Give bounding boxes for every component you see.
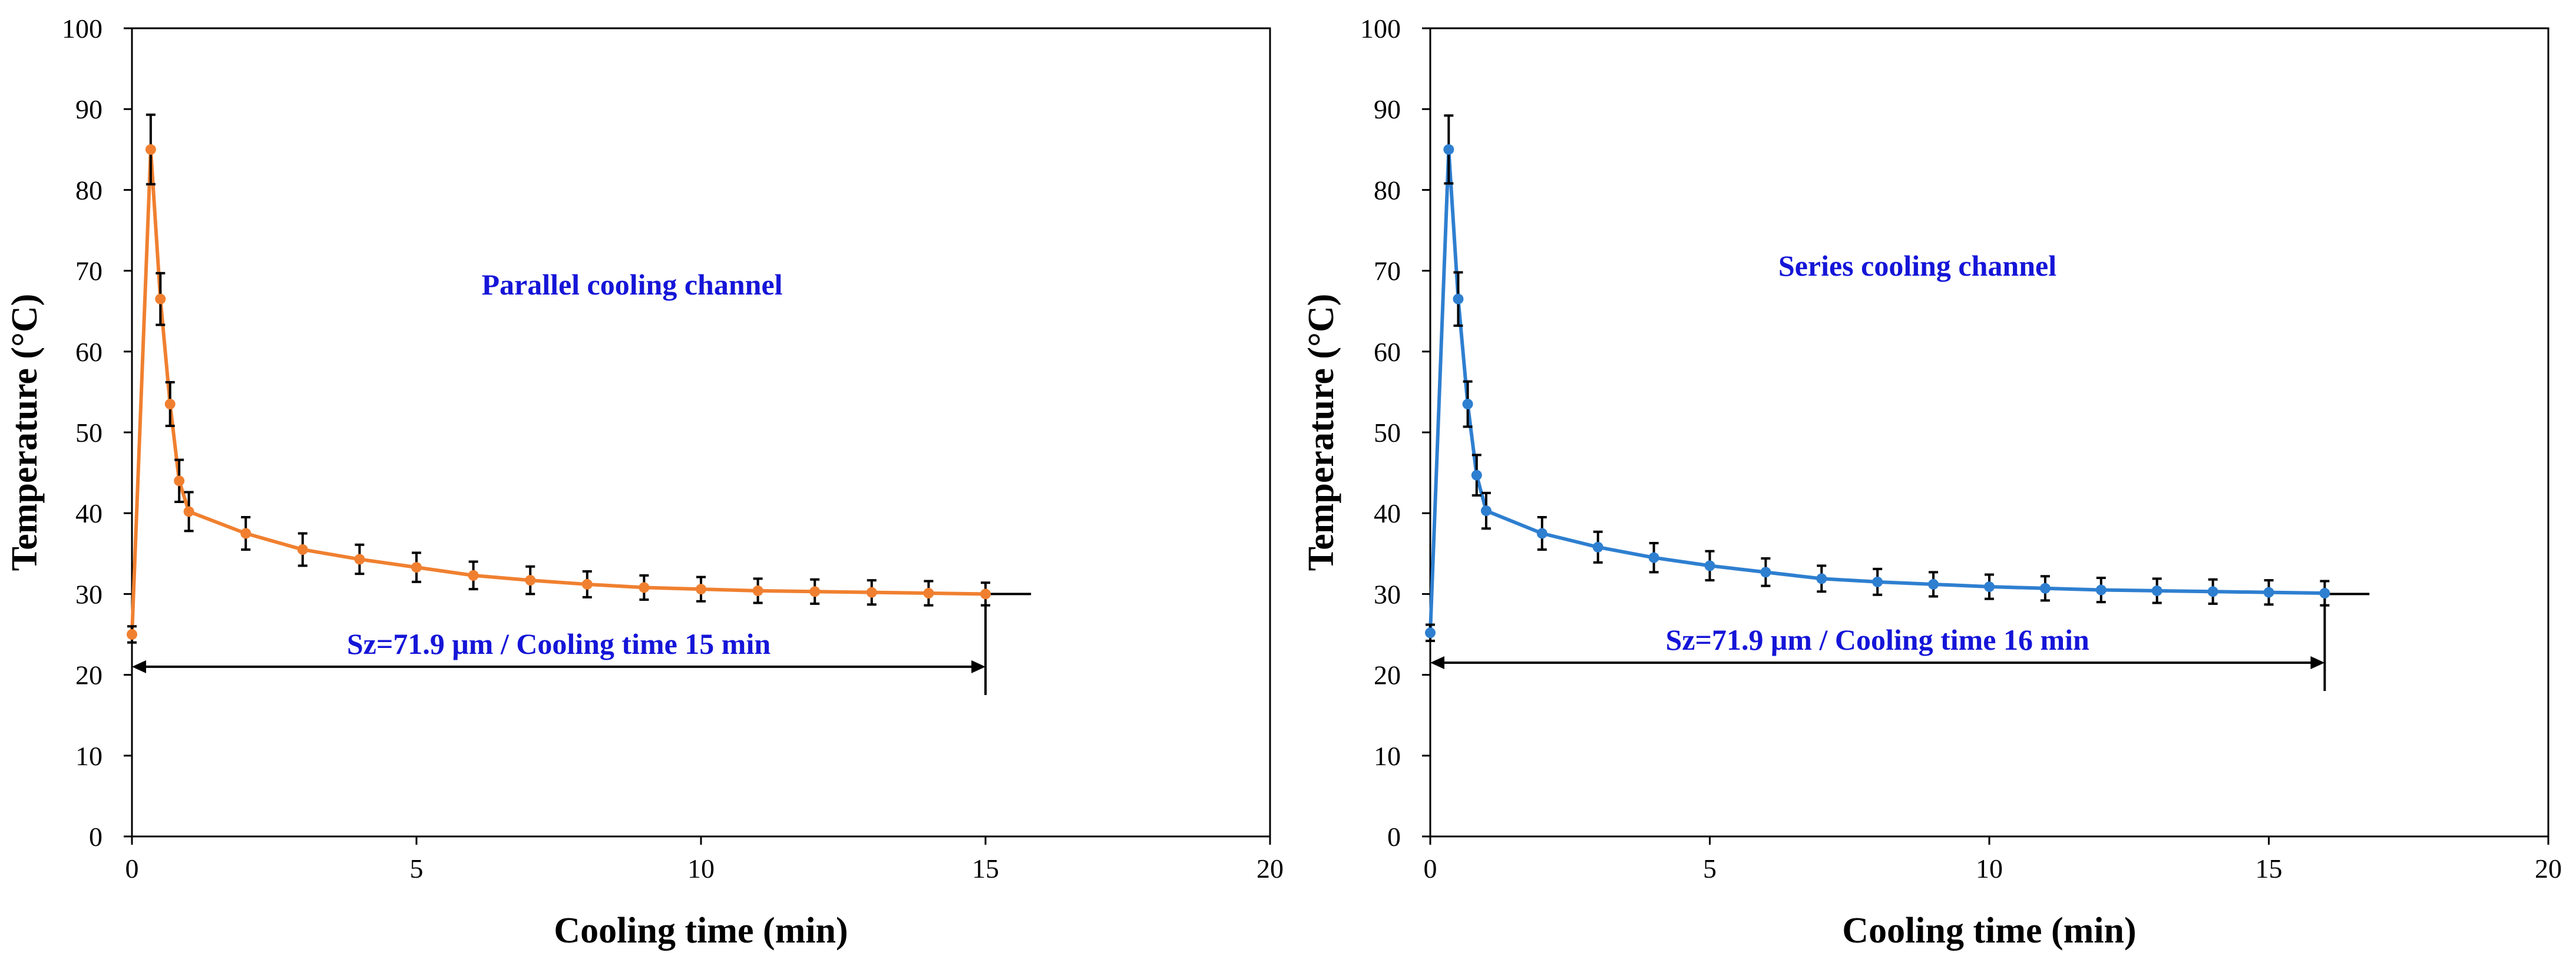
plot-frame bbox=[131, 27, 1271, 838]
data-point bbox=[1462, 398, 1473, 409]
data-point bbox=[155, 293, 166, 305]
y-tick-label: 30 bbox=[1374, 579, 1401, 609]
x-axis-title: Cooling time (min) bbox=[554, 911, 848, 951]
data-point bbox=[696, 584, 706, 595]
y-tick-label: 40 bbox=[75, 498, 102, 528]
data-point bbox=[1872, 576, 1883, 587]
data-point bbox=[354, 554, 365, 565]
y-tick-label: 50 bbox=[1374, 418, 1401, 448]
data-point bbox=[174, 475, 185, 487]
data-point bbox=[411, 562, 422, 573]
y-tick-label: 20 bbox=[75, 660, 102, 690]
y-tick-label: 60 bbox=[1374, 337, 1401, 367]
data-point bbox=[866, 587, 877, 598]
span-arrow-head-right bbox=[2310, 656, 2325, 670]
data-point bbox=[639, 582, 650, 593]
x-tick-label: 10 bbox=[687, 854, 715, 884]
data-point bbox=[2095, 584, 2107, 596]
y-tick-label: 100 bbox=[62, 14, 102, 44]
series-line bbox=[130, 147, 986, 635]
data-point bbox=[1471, 469, 1482, 481]
y-tick-label: 80 bbox=[1374, 175, 1401, 205]
x-tick-label: 15 bbox=[972, 854, 999, 884]
chart-panel-series: 0 10 20 30 40 50 60 70 80 90 100 0 5 10 15 20 Cooling ti… bbox=[1301, 14, 2562, 951]
data-point bbox=[1453, 293, 1464, 305]
y-axis-title: Temperature (°C) bbox=[1301, 294, 1341, 571]
chart-panel-parallel: 0 10 20 30 40 50 60 70 80 90 100 0 5 10 15 20 Cooling ti… bbox=[5, 14, 1284, 951]
span-label: Sz=71.9 μm / Cooling time 16 min bbox=[1666, 623, 2090, 656]
x-tick-label: 10 bbox=[1976, 854, 2003, 884]
x-axis-title: Cooling time (min) bbox=[1842, 911, 2136, 951]
y-tick-label: 0 bbox=[1387, 822, 1401, 852]
y-tick-label: 0 bbox=[89, 822, 102, 852]
y-tick-label: 50 bbox=[75, 418, 102, 448]
data-point bbox=[1425, 627, 1436, 639]
y-tick-label: 80 bbox=[75, 175, 102, 205]
data-point bbox=[923, 588, 934, 599]
x-tick-label: 0 bbox=[1424, 854, 1437, 884]
plot-frame bbox=[1429, 27, 2549, 838]
y-tick-label: 40 bbox=[1374, 498, 1401, 528]
data-point bbox=[1984, 581, 1995, 593]
data-point bbox=[183, 506, 194, 517]
data-point bbox=[525, 575, 536, 586]
data-point bbox=[1816, 573, 1827, 584]
span-arrow-head-left bbox=[1430, 656, 1444, 670]
y-tick-label: 70 bbox=[1374, 256, 1401, 286]
span-arrow-head-right bbox=[971, 660, 986, 673]
y-tick-label: 90 bbox=[1374, 94, 1401, 124]
y-tick-label: 20 bbox=[1374, 660, 1401, 690]
data-point bbox=[1648, 552, 1659, 563]
channel-annotation: Series cooling channel bbox=[1778, 249, 2056, 282]
y-tick-label: 60 bbox=[75, 337, 102, 367]
data-point bbox=[2319, 588, 2330, 599]
data-point bbox=[127, 629, 137, 640]
data-point bbox=[2151, 585, 2162, 596]
y-tick-label: 30 bbox=[75, 579, 102, 609]
y-axis-title: Temperature (°C) bbox=[5, 294, 45, 571]
data-point bbox=[1536, 528, 1547, 539]
span-label: Sz=71.9 μm / Cooling time 15 min bbox=[347, 627, 771, 660]
data-point bbox=[1480, 505, 1492, 517]
data-point bbox=[581, 578, 593, 590]
data-point bbox=[2207, 586, 2218, 597]
x-tick-label: 20 bbox=[1256, 854, 1284, 884]
data-point bbox=[2039, 583, 2051, 594]
data-point bbox=[468, 570, 479, 581]
data-point bbox=[240, 528, 252, 539]
data-point bbox=[2263, 587, 2274, 598]
channel-annotation: Parallel cooling channel bbox=[481, 268, 782, 301]
data-point bbox=[164, 398, 176, 409]
span-arrow-head-left bbox=[132, 660, 146, 673]
x-tick-label: 20 bbox=[2535, 854, 2562, 884]
data-point bbox=[1760, 567, 1771, 578]
data-point bbox=[809, 586, 821, 597]
data-point bbox=[1928, 578, 1939, 590]
data-point bbox=[980, 588, 991, 600]
data-point bbox=[145, 144, 156, 155]
y-tick-label: 70 bbox=[75, 256, 102, 286]
data-point bbox=[297, 544, 308, 555]
data-point bbox=[752, 585, 763, 596]
x-tick-label: 5 bbox=[410, 854, 424, 884]
y-tick-label: 10 bbox=[1374, 741, 1401, 771]
y-tick-label: 100 bbox=[1360, 14, 1401, 44]
data-point bbox=[1592, 541, 1603, 553]
x-tick-label: 15 bbox=[2256, 854, 2283, 884]
series-line bbox=[1428, 147, 2325, 633]
x-tick-label: 0 bbox=[125, 854, 139, 884]
x-tick-label: 5 bbox=[1703, 854, 1717, 884]
data-point bbox=[1443, 144, 1454, 155]
y-tick-label: 10 bbox=[75, 741, 102, 771]
y-tick-label: 90 bbox=[75, 94, 102, 124]
data-point bbox=[1704, 560, 1715, 571]
